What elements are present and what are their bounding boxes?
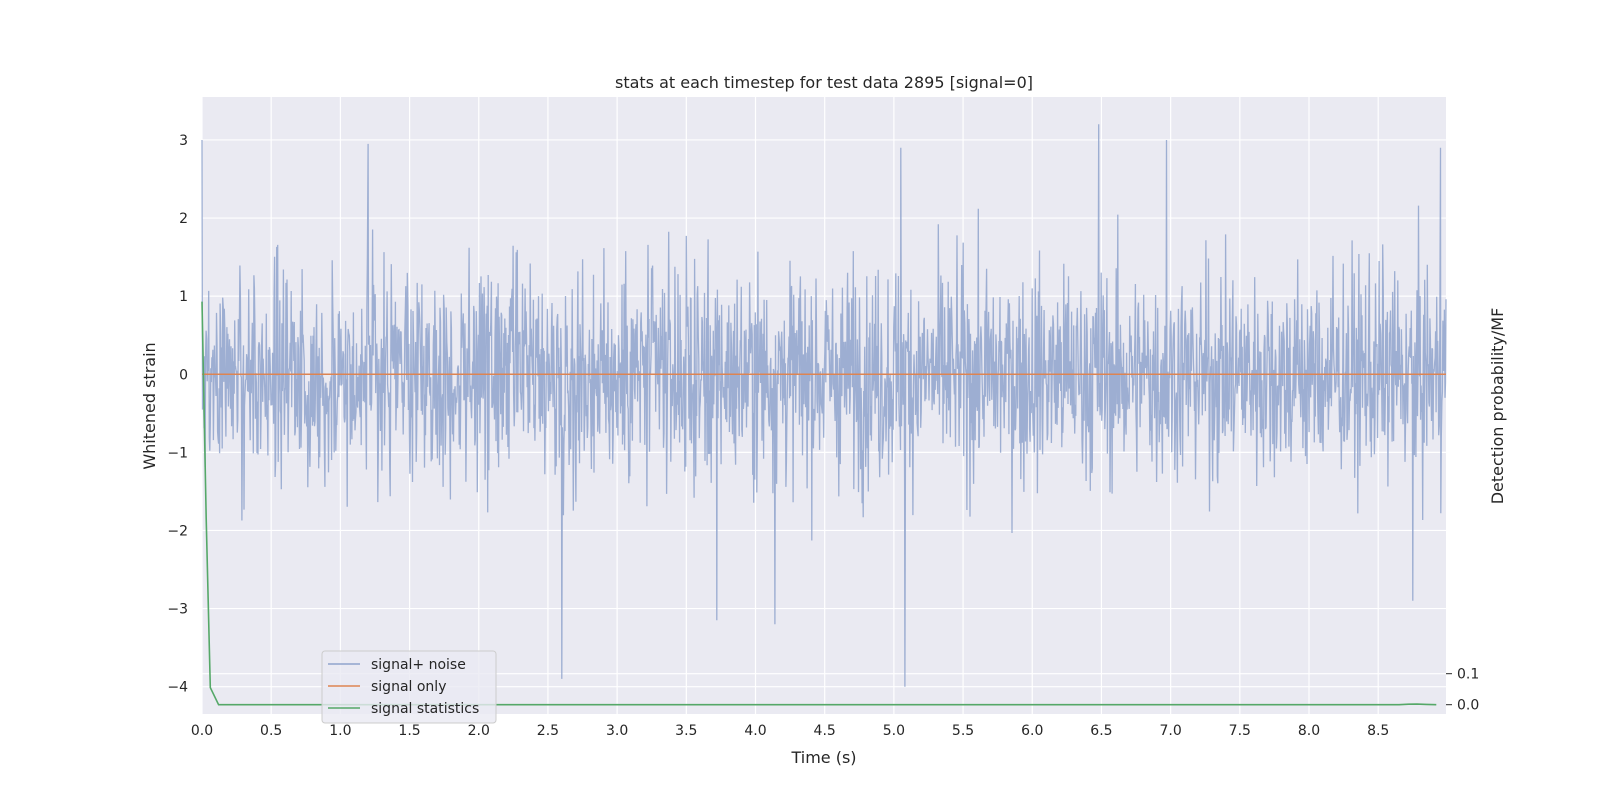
y-tick-label: 3 xyxy=(179,133,188,149)
legend-label-signal-noise: signal+ noise xyxy=(371,657,466,673)
y-tick-labels: 3 2 1 0 −1 −2 −3 −4 xyxy=(167,133,188,696)
series-signal-statistics xyxy=(201,301,1437,706)
x-tick-label: 6.5 xyxy=(1090,723,1112,739)
y-right-tick-label: 0.0 xyxy=(1457,698,1479,714)
y-tick-label: −1 xyxy=(167,445,188,461)
x-tick-labels: 0.0 0.5 1.0 1.5 2.0 2.5 3.0 3.5 4.0 4.5 5.0 5.5 6.0 6… xyxy=(191,723,1389,739)
y-tick-label: 1 xyxy=(179,289,188,305)
x-tick-label: 1.5 xyxy=(398,723,420,739)
y-tick-label: −2 xyxy=(167,523,188,539)
legend-box xyxy=(321,650,497,724)
series-signal-noise xyxy=(201,124,1447,687)
y-tick-label: −3 xyxy=(167,602,188,618)
x-tick-label: 4.5 xyxy=(814,723,836,739)
x-tick-label: 8.0 xyxy=(1298,723,1320,739)
x-tick-label: 2.5 xyxy=(537,723,559,739)
legend: signal+ noise signal only signal statist… xyxy=(321,650,497,724)
x-tick-label: 3.5 xyxy=(675,723,697,739)
x-tick-label: 5.5 xyxy=(952,723,974,739)
x-tick-label: 7.0 xyxy=(1159,723,1181,739)
y-axis-label: Whitened strain xyxy=(140,342,159,469)
x-tick-label: 0.5 xyxy=(260,723,282,739)
x-tick-label: 2.0 xyxy=(468,723,490,739)
x-tick-label: 1.0 xyxy=(329,723,351,739)
x-tick-label: 5.0 xyxy=(883,723,905,739)
x-tick-label: 8.5 xyxy=(1367,723,1389,739)
x-tick-label: 7.5 xyxy=(1229,723,1251,739)
y-tick-label: −4 xyxy=(167,680,188,696)
legend-label-signal-statistics: signal statistics xyxy=(371,701,479,717)
y-tick-label: 2 xyxy=(179,211,188,227)
x-tick-label: 3.0 xyxy=(606,723,628,739)
chart-title: stats at each timestep for test data 289… xyxy=(615,73,1033,92)
y-right-tick-label: 0.1 xyxy=(1457,667,1479,683)
y-right-tick-labels: 0.1 0.0 xyxy=(1446,667,1479,714)
x-tick-label: 6.0 xyxy=(1021,723,1043,739)
legend-label-signal-only: signal only xyxy=(371,679,446,695)
y-right-axis-label: Detection probability/MF xyxy=(1488,308,1507,505)
y-tick-label: 0 xyxy=(179,367,188,383)
x-axis-label: Time (s) xyxy=(790,748,856,767)
x-tick-label: 0.0 xyxy=(191,723,213,739)
x-tick-label: 4.0 xyxy=(744,723,766,739)
series-layer xyxy=(201,124,1447,706)
